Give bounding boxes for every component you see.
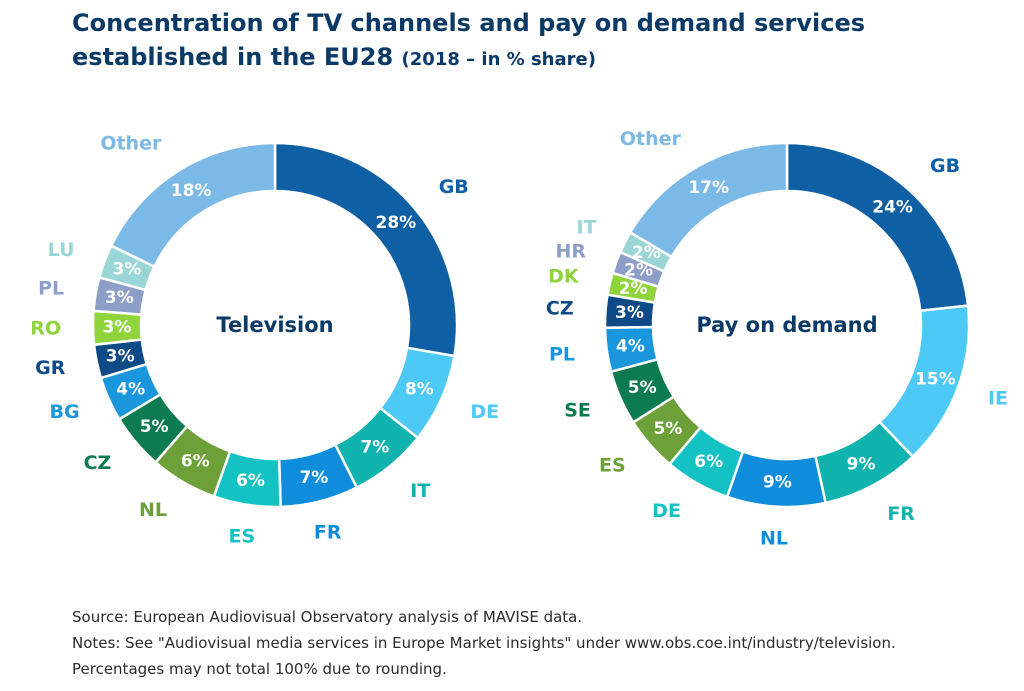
slice-other	[109, 141, 277, 269]
value-label-gr: 3%	[106, 347, 135, 367]
category-label-ie: IE	[988, 388, 1008, 410]
value-label-nl: 9%	[763, 473, 792, 493]
category-label-pl: PL	[549, 343, 575, 365]
value-label-fr: 9%	[847, 455, 876, 475]
category-label-de: DE	[470, 401, 499, 423]
value-label-es: 5%	[653, 419, 682, 439]
value-label-it: 7%	[360, 437, 389, 457]
category-label-it: IT	[410, 480, 430, 502]
category-label-se: SE	[564, 400, 591, 422]
category-label-fr: FR	[314, 521, 342, 543]
category-label-cz: CZ	[84, 452, 112, 474]
value-label-lu: 3%	[113, 260, 142, 280]
category-label-gr: GR	[35, 357, 66, 379]
category-label-cz: CZ	[546, 298, 574, 320]
category-label-dk: DK	[548, 265, 580, 287]
value-label-it: 2%	[632, 243, 661, 263]
category-label-other: Other	[100, 133, 162, 155]
rounding-note: Percentages may not total 100% due to ro…	[72, 660, 447, 678]
pay-on-demand-donut: 24% GB 15% IE 9% FR 9% NL 6% DE 5% ES 5% SE 4% PL 3% CZ 2%…	[546, 128, 1008, 549]
category-label-lu: LU	[48, 239, 75, 261]
category-label-pl: PL	[38, 278, 64, 300]
value-label-de: 6%	[694, 452, 723, 472]
slice-other	[628, 141, 789, 259]
category-label-hr: HR	[555, 240, 586, 262]
chart-title-main: Concentration of TV channels and pay on …	[72, 9, 866, 71]
television-donut: 28% GB 8% DE 7% IT 7% FR 6% ES 6% NL 5% CZ 4% BG 3% GR 3% R…	[30, 133, 499, 548]
source-note: Source: European Audiovisual Observatory…	[72, 608, 583, 626]
category-label-es: ES	[229, 525, 256, 547]
value-label-gb: 24%	[872, 197, 913, 217]
value-label-pl: 4%	[616, 337, 645, 357]
value-label-other: 17%	[688, 178, 729, 198]
value-label-dk: 2%	[619, 279, 648, 299]
category-label-other: Other	[620, 128, 682, 150]
category-label-nl: NL	[760, 528, 788, 550]
value-label-fr: 7%	[299, 468, 328, 488]
value-label-ro: 3%	[103, 317, 132, 337]
category-label-nl: NL	[139, 499, 167, 521]
value-label-ie: 15%	[915, 369, 956, 389]
value-label-cz: 3%	[615, 303, 644, 323]
value-label-gb: 28%	[376, 213, 417, 233]
value-label-cz: 5%	[140, 417, 169, 437]
notes-note: Notes: See "Audiovisual media services i…	[72, 634, 896, 652]
chart-notes: Source: European Audiovisual Observatory…	[72, 604, 1012, 682]
value-label-de: 8%	[405, 379, 434, 399]
value-label-bg: 4%	[116, 379, 145, 399]
donut-center-label: Television	[216, 313, 333, 337]
category-label-de: DE	[652, 500, 681, 522]
category-label-ro: RO	[30, 317, 61, 339]
chart-title: Concentration of TV channels and pay on …	[72, 6, 1012, 77]
category-label-it: IT	[576, 217, 596, 239]
category-label-es: ES	[599, 455, 626, 477]
category-label-gb: GB	[439, 176, 469, 198]
category-label-gb: GB	[930, 155, 960, 177]
value-label-hr: 2%	[624, 261, 653, 281]
value-label-se: 5%	[628, 378, 657, 398]
value-label-es: 6%	[236, 471, 265, 491]
category-label-bg: BG	[50, 401, 80, 423]
value-label-other: 18%	[171, 181, 212, 201]
donut-center-label: Pay on demand	[696, 313, 877, 337]
chart-title-subtitle: (2018 – in % share)	[401, 49, 596, 70]
category-label-fr: FR	[887, 503, 915, 525]
value-label-pl: 3%	[105, 288, 134, 308]
value-label-nl: 6%	[181, 451, 210, 471]
